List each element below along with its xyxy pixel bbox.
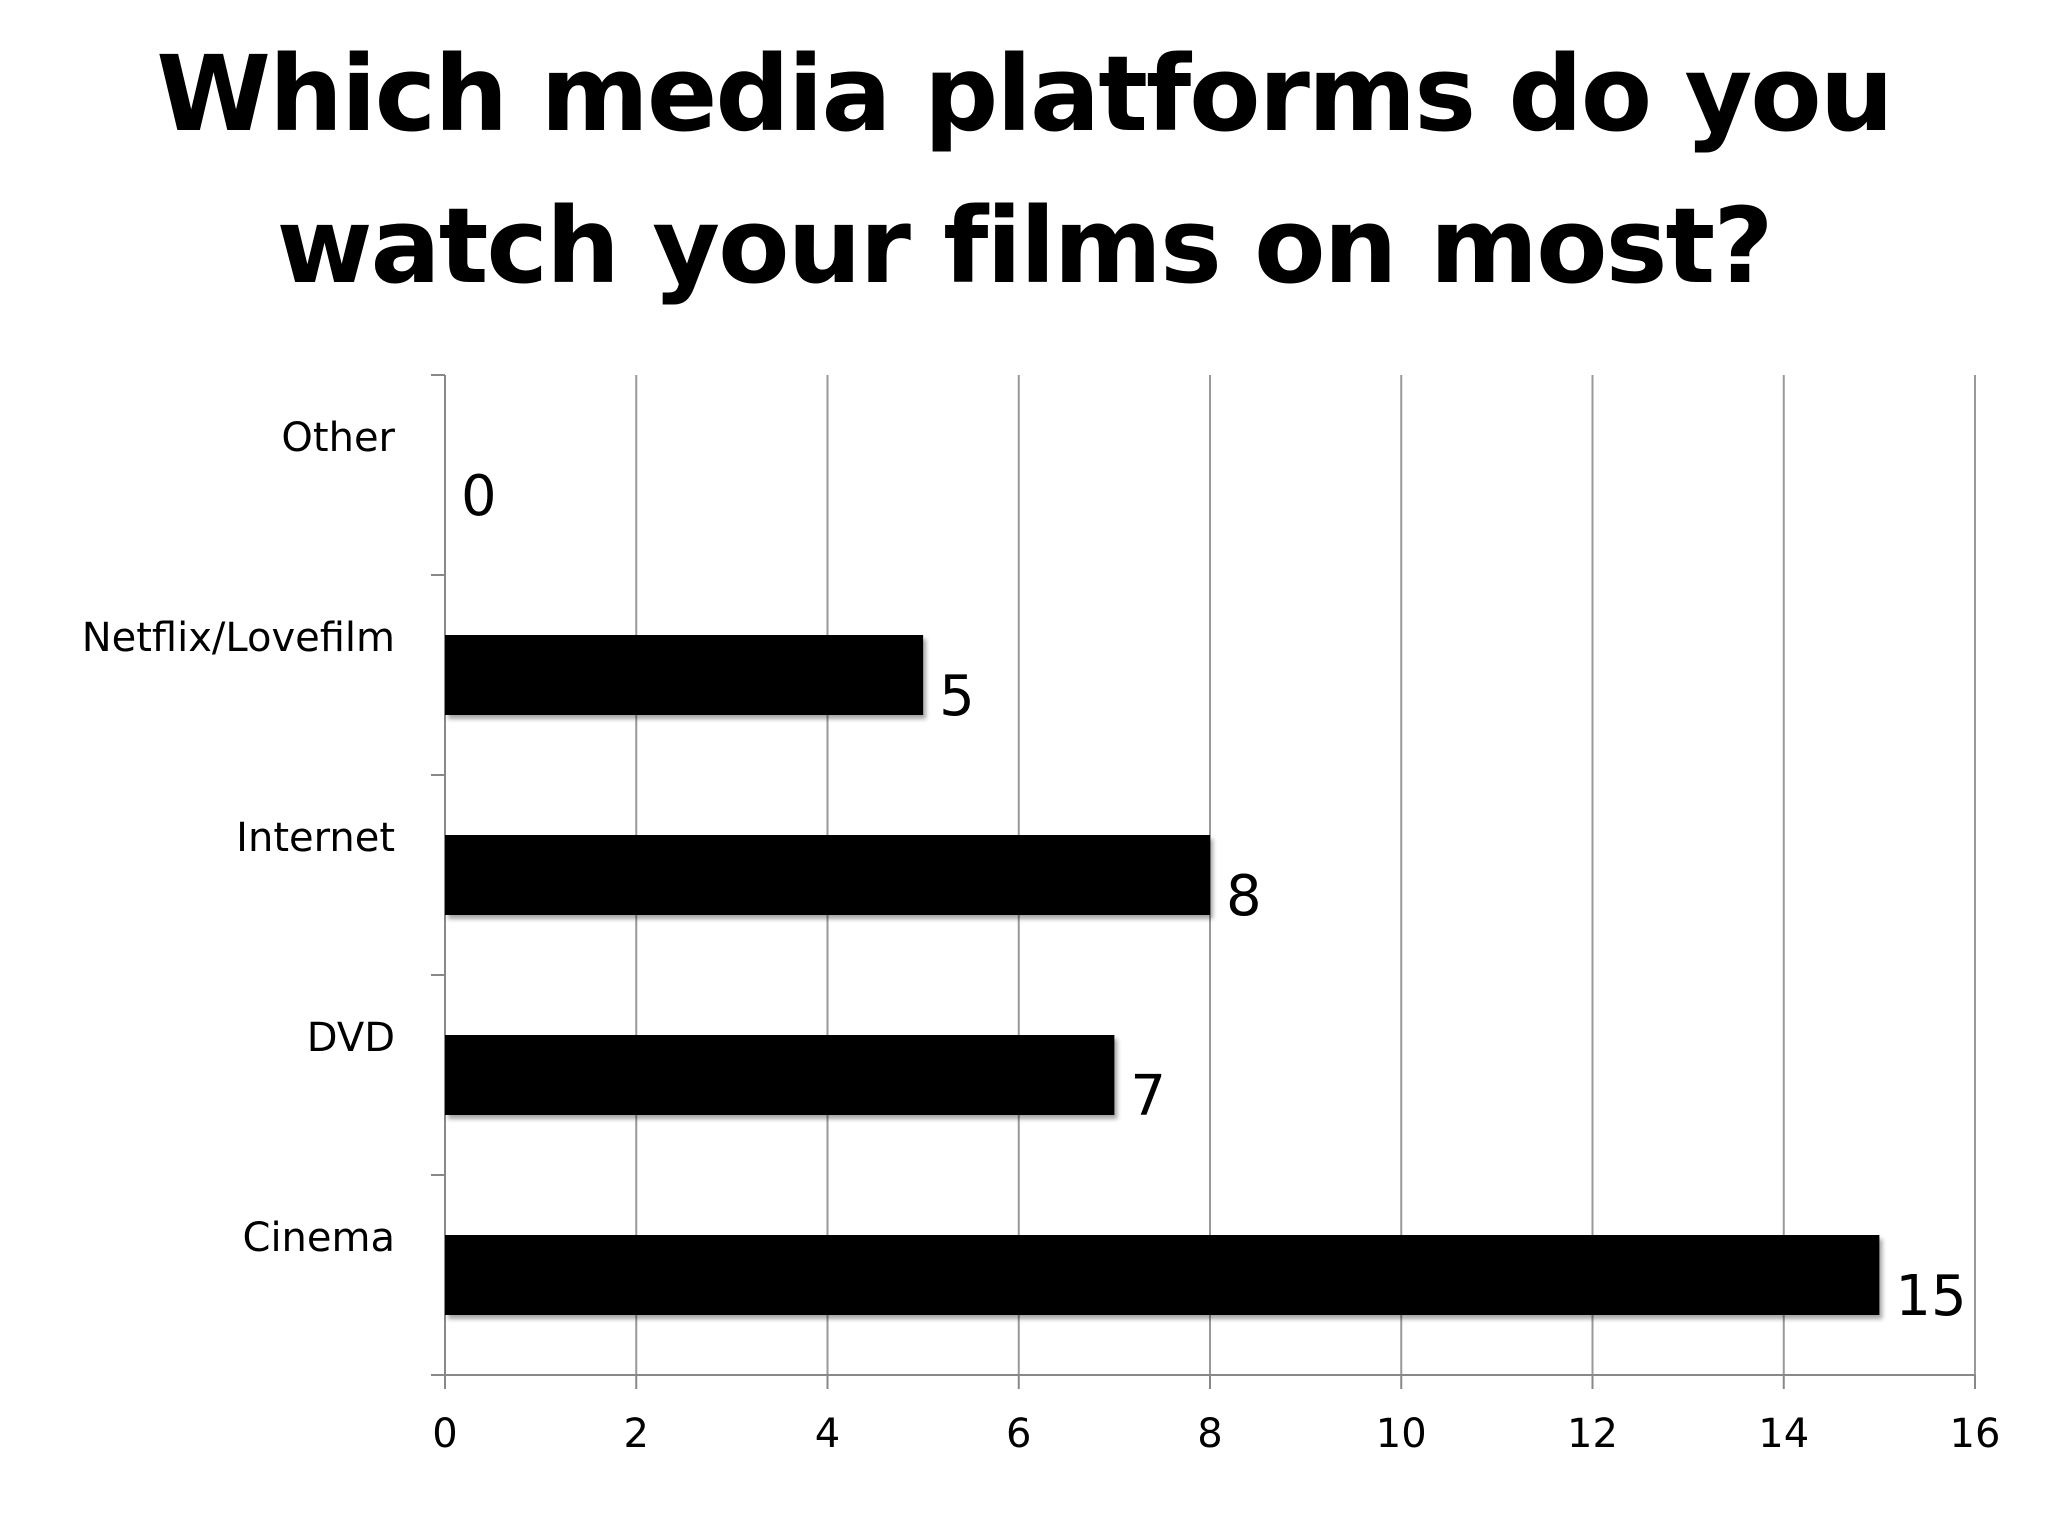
bar-cinema [445,1235,1880,1315]
x-tick-label-8: 8 [1197,1411,1222,1457]
x-tick-label-14: 14 [1758,1411,1809,1457]
data-label-cinema: 15 [1895,1264,1966,1329]
x-tick-label-4: 4 [815,1411,840,1457]
x-tick-label-12: 12 [1567,1411,1618,1457]
bar-netflix-lovefilm [445,635,924,715]
x-tick-label-6: 6 [1006,1411,1031,1457]
category-label-other: Other [281,415,395,461]
x-tick-label-0: 0 [432,1411,457,1457]
bar-dvd [445,1035,1115,1115]
data-label-netflix-lovefilm: 5 [939,664,975,729]
x-tick-label-10: 10 [1376,1411,1427,1457]
category-label-dvd: DVD [307,1015,395,1061]
category-label-cinema: Cinema [243,1215,395,1261]
data-label-other: 0 [461,464,497,529]
labels: 0 2 4 6 8 10 12 14 16 Other 0 Netflix/Lovefilm 5 Inte… [82,415,2001,1457]
category-label-internet: Internet [236,815,395,861]
bar-internet [445,835,1210,915]
data-label-dvd: 7 [1130,1064,1166,1129]
x-tick-label-2: 2 [624,1411,649,1457]
category-label-netflix-lovefilm: Netflix/Lovefilm [82,615,395,661]
data-label-internet: 8 [1226,864,1262,929]
x-tick-label-16: 16 [1950,1411,2001,1457]
bars [445,635,1880,1315]
chart-title: Which media platforms do you watch your … [156,33,1894,307]
